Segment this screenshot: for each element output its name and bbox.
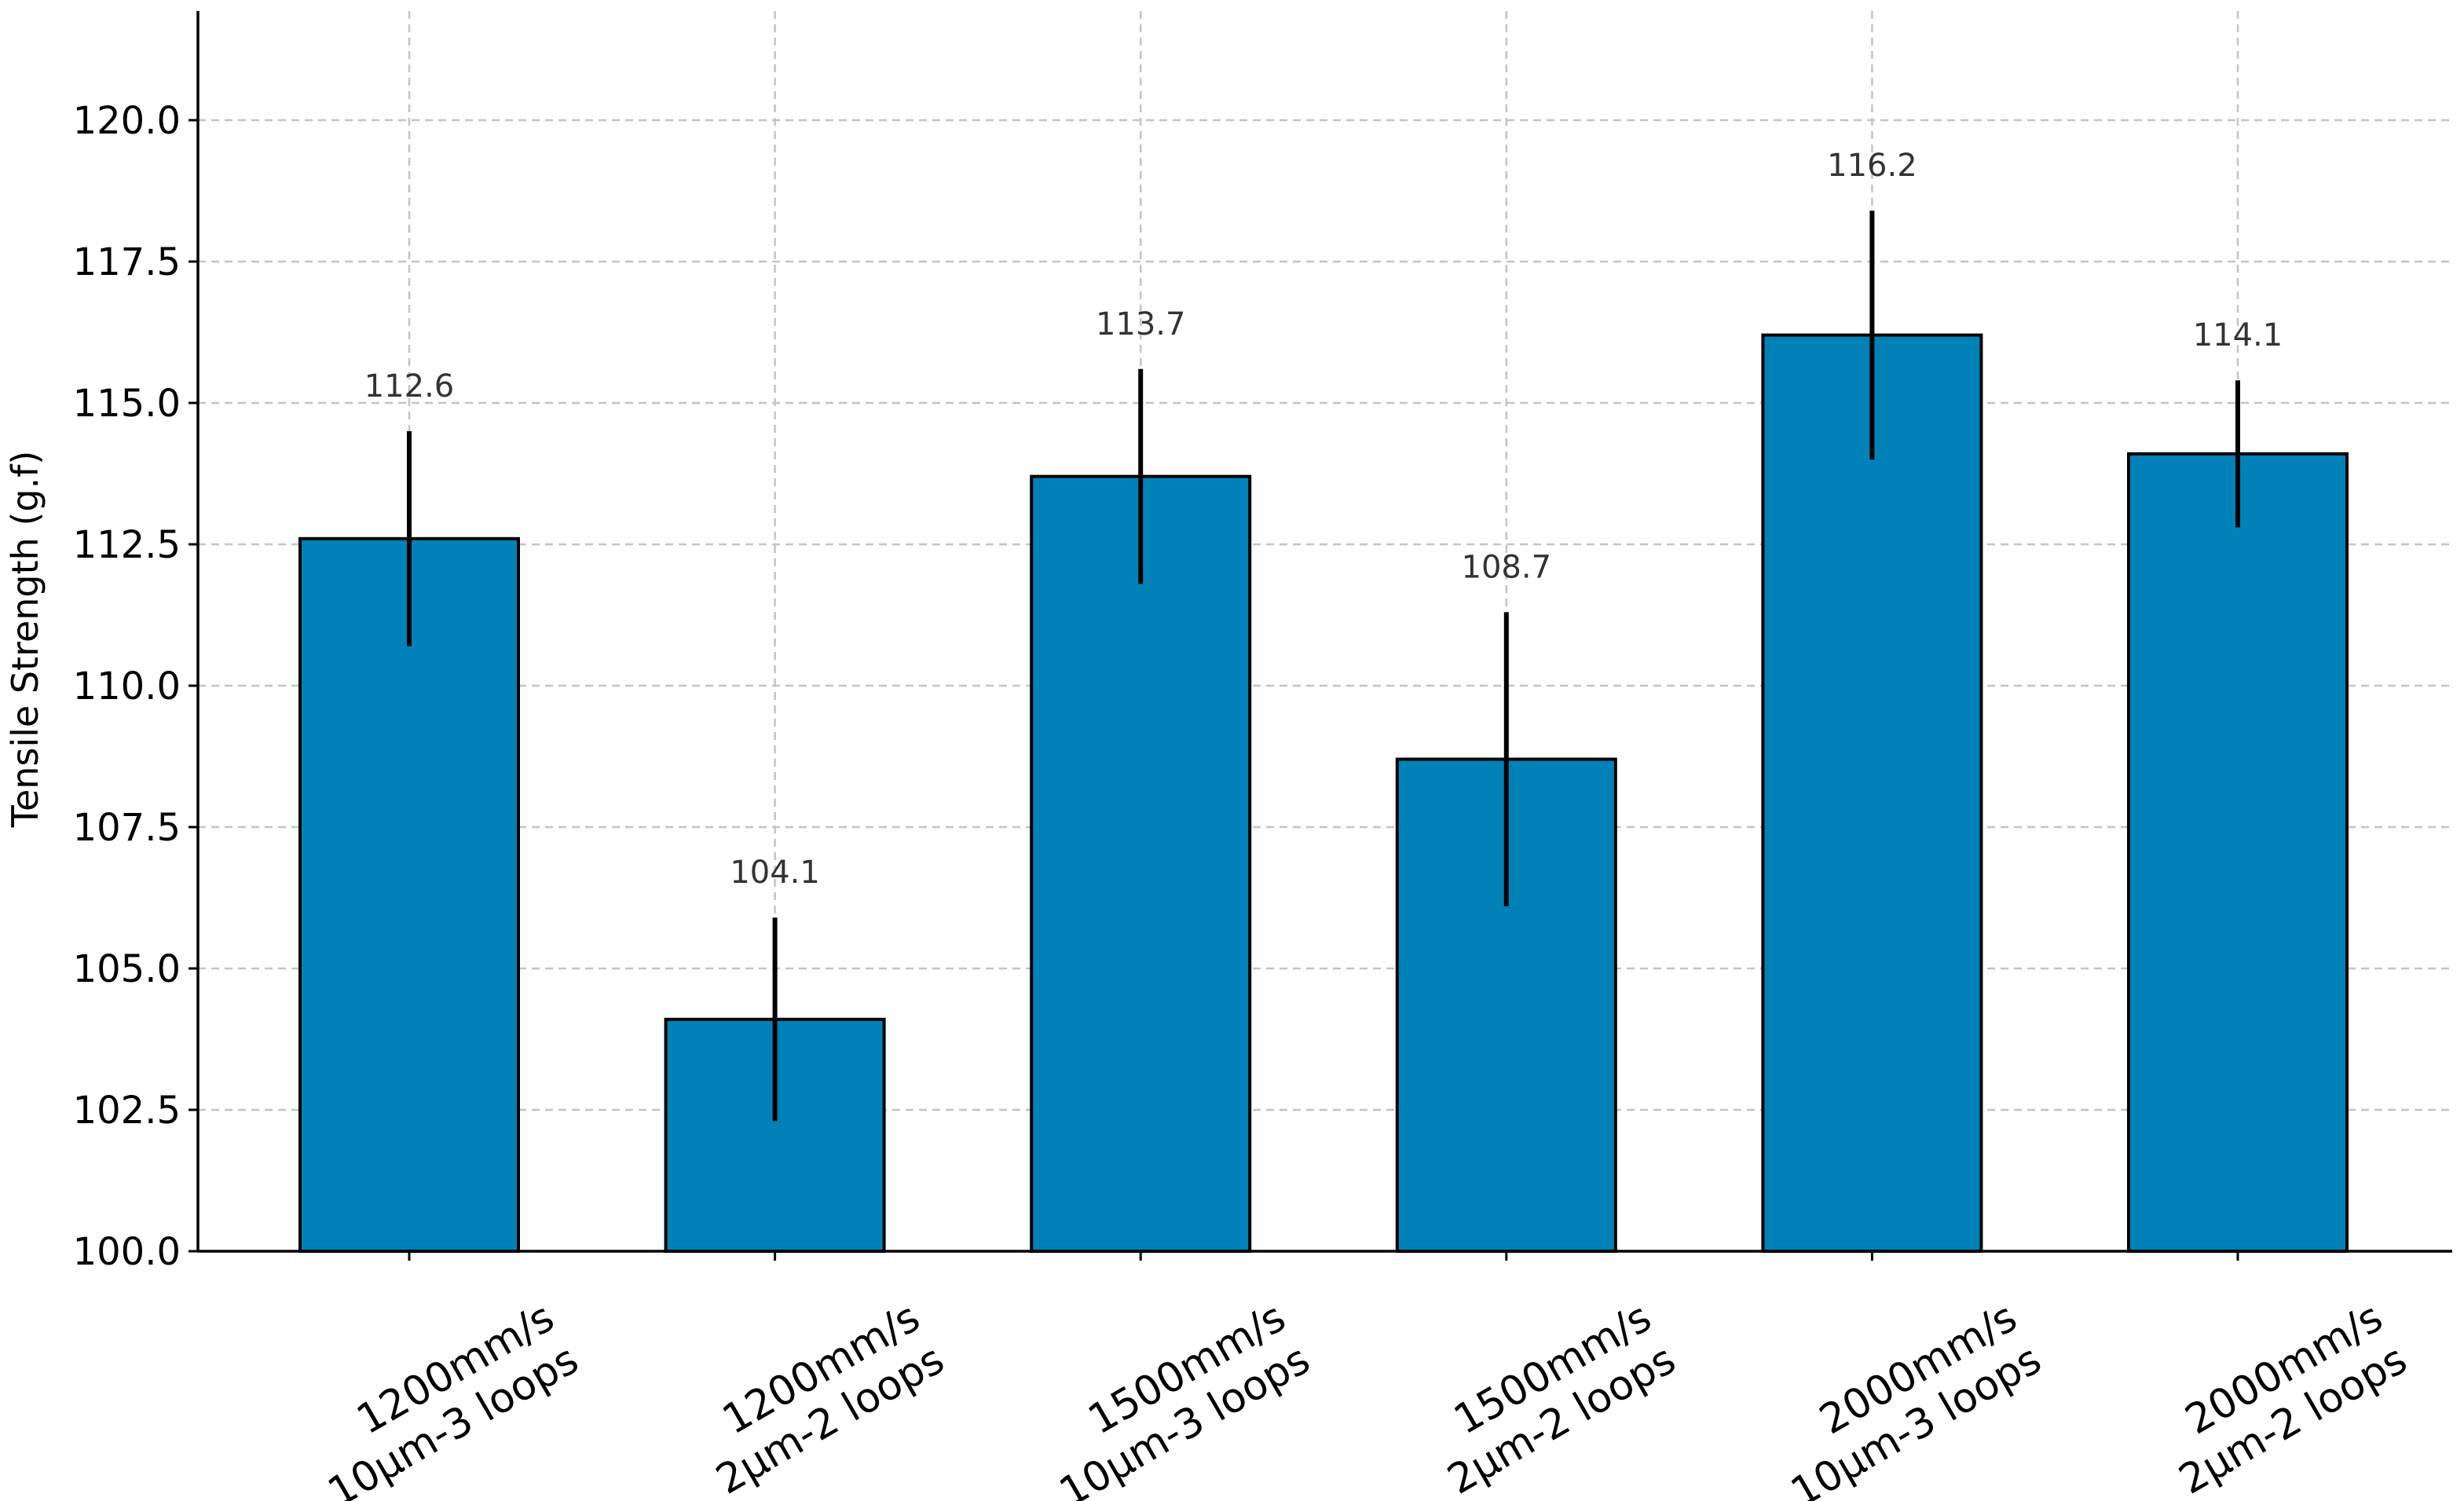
x-tick-label: 1200mm/s2µm-2 loops xyxy=(684,1294,952,1501)
x-tick-label: 2000mm/s10µm-3 loops xyxy=(1759,1294,2049,1501)
y-tick-label: 107.5 xyxy=(73,806,181,850)
bar xyxy=(1761,333,1983,1254)
data-label-layer: 112.6 104.1 113.7 108.7 116.2 114.1 xyxy=(364,148,2283,891)
x-tick-layer: 1200mm/s10µm-3 loops 1200mm/s2µm-2 loops 1… xyxy=(296,1251,2415,1501)
x-tick-label: 1200mm/s10µm-3 loops xyxy=(296,1294,587,1501)
y-tick-layer: 100.0 102.5 105.0 107.5 110.0 112.5 115.0 117.5… xyxy=(73,99,198,1274)
bar xyxy=(1030,474,1252,1253)
y-tick-label: 102.5 xyxy=(73,1089,181,1133)
error-bar-layer xyxy=(407,211,2240,1122)
bar xyxy=(2127,452,2349,1253)
x-tick-label: 1500mm/s2µm-2 loops xyxy=(1415,1294,1683,1501)
data-label: 104.1 xyxy=(730,855,820,891)
y-tick-label: 105.0 xyxy=(73,947,181,991)
y-tick-label: 120.0 xyxy=(73,99,181,143)
data-label: 114.1 xyxy=(2193,317,2283,353)
grid-layer xyxy=(198,11,2452,1253)
x-tick-label: 1500mm/s10µm-3 loops xyxy=(1027,1294,1318,1501)
axis-layer xyxy=(196,11,2452,1253)
y-axis-title: Tensile Strength (g.f) xyxy=(4,451,46,829)
y-tick-label: 110.0 xyxy=(73,664,181,708)
data-label: 113.7 xyxy=(1096,306,1186,342)
data-label: 116.2 xyxy=(1827,148,1917,184)
bar xyxy=(298,536,520,1253)
x-tick-label: 2000mm/s2µm-2 loops xyxy=(2147,1294,2415,1501)
bar-layer xyxy=(298,333,2349,1254)
y-tick-label: 112.5 xyxy=(73,523,181,567)
y-tick-label: 115.0 xyxy=(73,382,181,426)
y-tick-label: 117.5 xyxy=(73,240,181,284)
data-label: 108.7 xyxy=(1462,549,1552,585)
data-label: 112.6 xyxy=(364,368,455,405)
y-tick-label: 100.0 xyxy=(73,1230,181,1274)
